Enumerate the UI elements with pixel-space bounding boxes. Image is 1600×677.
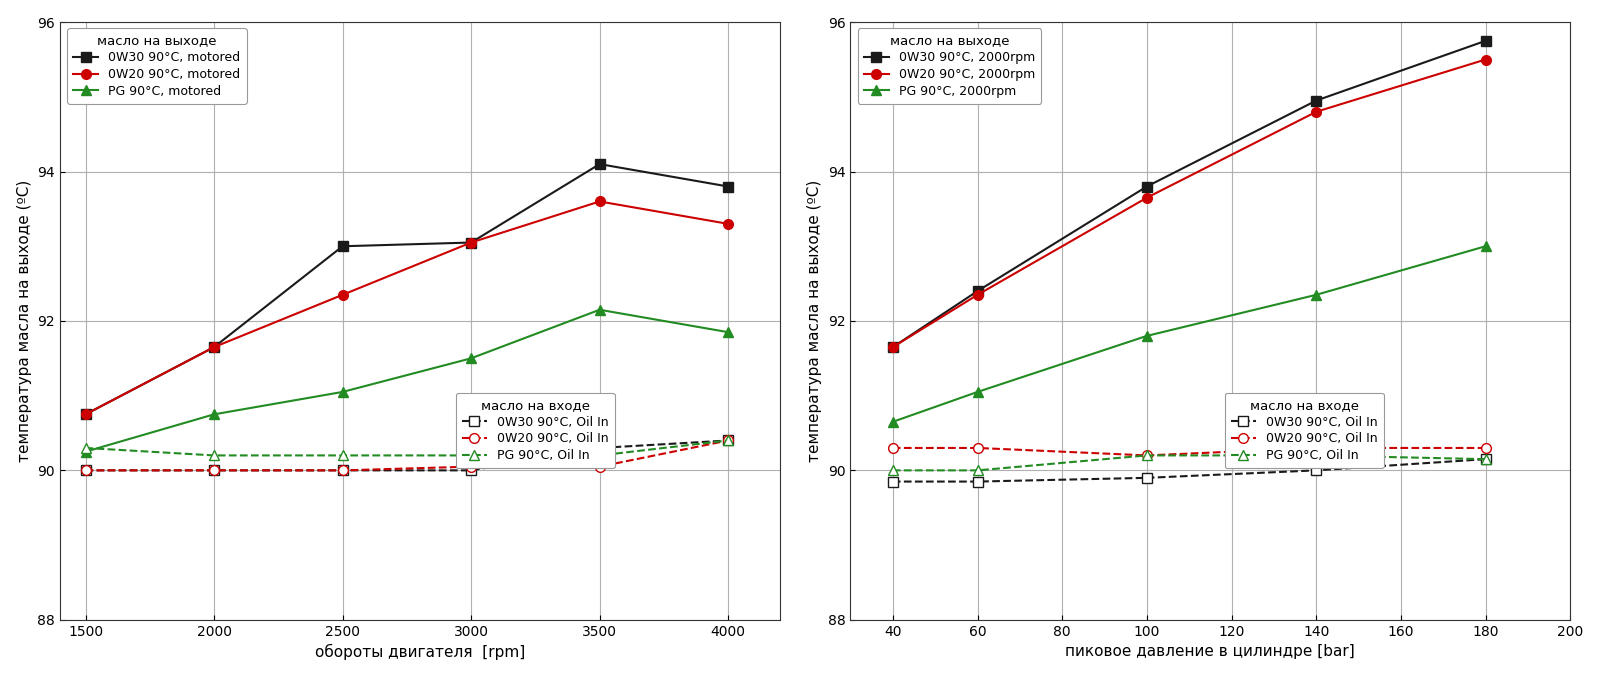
0W30 90°C, Oil In xyxy=(461,466,480,475)
0W30 90°C, Oil In xyxy=(1307,466,1326,475)
0W20 90°C, motored xyxy=(75,410,94,418)
Line: 0W30 90°C, 2000rpm: 0W30 90°C, 2000rpm xyxy=(888,36,1490,352)
Line: PG 90°C, Oil In: PG 90°C, Oil In xyxy=(888,451,1490,475)
0W30 90°C, 2000rpm xyxy=(1307,97,1326,105)
Y-axis label: температура масла на выходе (ºC): температура масла на выходе (ºC) xyxy=(16,180,32,462)
PG 90°C, 2000rpm xyxy=(883,418,902,426)
Legend: 0W30 90°C, Oil In, 0W20 90°C, Oil In, PG 90°C, Oil In: 0W30 90°C, Oil In, 0W20 90°C, Oil In, PG… xyxy=(456,393,614,468)
0W30 90°C, Oil In xyxy=(1475,455,1494,463)
Y-axis label: температура масла на выходе (ºC): температура масла на выходе (ºC) xyxy=(808,180,822,462)
PG 90°C, motored xyxy=(590,306,610,314)
PG 90°C, motored xyxy=(205,410,224,418)
0W30 90°C, motored xyxy=(590,160,610,168)
0W30 90°C, motored xyxy=(75,410,94,418)
0W20 90°C, motored xyxy=(333,290,352,299)
Line: 0W30 90°C, motored: 0W30 90°C, motored xyxy=(80,159,733,419)
PG 90°C, Oil In xyxy=(968,466,987,475)
0W20 90°C, 2000rpm xyxy=(1475,56,1494,64)
PG 90°C, Oil In xyxy=(590,452,610,460)
Line: PG 90°C, motored: PG 90°C, motored xyxy=(80,305,733,456)
0W20 90°C, Oil In xyxy=(968,444,987,452)
0W20 90°C, 2000rpm xyxy=(1138,194,1157,202)
0W30 90°C, Oil In xyxy=(590,444,610,452)
PG 90°C, 2000rpm xyxy=(1475,242,1494,250)
0W30 90°C, motored xyxy=(333,242,352,250)
PG 90°C, motored xyxy=(718,328,738,336)
PG 90°C, motored xyxy=(75,447,94,456)
PG 90°C, Oil In xyxy=(883,466,902,475)
0W20 90°C, 2000rpm xyxy=(883,343,902,351)
0W30 90°C, Oil In xyxy=(883,477,902,485)
0W20 90°C, Oil In xyxy=(205,466,224,475)
0W30 90°C, motored xyxy=(205,343,224,351)
0W30 90°C, 2000rpm xyxy=(968,287,987,295)
0W20 90°C, motored xyxy=(461,238,480,246)
PG 90°C, 2000rpm xyxy=(968,388,987,396)
Line: 0W20 90°C, 2000rpm: 0W20 90°C, 2000rpm xyxy=(888,55,1490,352)
0W20 90°C, motored xyxy=(718,220,738,228)
PG 90°C, Oil In xyxy=(1138,452,1157,460)
PG 90°C, Oil In xyxy=(333,452,352,460)
0W30 90°C, 2000rpm xyxy=(1138,182,1157,190)
0W30 90°C, Oil In xyxy=(968,477,987,485)
PG 90°C, motored xyxy=(461,354,480,362)
0W20 90°C, Oil In xyxy=(1475,444,1494,452)
0W30 90°C, Oil In xyxy=(333,466,352,475)
Line: PG 90°C, Oil In: PG 90°C, Oil In xyxy=(80,435,733,460)
0W20 90°C, Oil In xyxy=(1307,444,1326,452)
0W30 90°C, 2000rpm xyxy=(883,343,902,351)
0W20 90°C, motored xyxy=(205,343,224,351)
0W30 90°C, Oil In xyxy=(205,466,224,475)
0W20 90°C, motored xyxy=(590,198,610,206)
Line: PG 90°C, 2000rpm: PG 90°C, 2000rpm xyxy=(888,242,1490,427)
0W20 90°C, Oil In xyxy=(333,466,352,475)
PG 90°C, Oil In xyxy=(461,452,480,460)
PG 90°C, Oil In xyxy=(718,437,738,445)
PG 90°C, Oil In xyxy=(1475,455,1494,463)
Line: 0W30 90°C, Oil In: 0W30 90°C, Oil In xyxy=(888,454,1490,487)
0W20 90°C, Oil In xyxy=(1138,452,1157,460)
0W20 90°C, Oil In xyxy=(718,437,738,445)
0W30 90°C, 2000rpm xyxy=(1475,37,1494,45)
0W30 90°C, Oil In xyxy=(718,437,738,445)
0W20 90°C, Oil In xyxy=(590,462,610,471)
0W20 90°C, 2000rpm xyxy=(968,290,987,299)
Legend: 0W30 90°C, Oil In, 0W20 90°C, Oil In, PG 90°C, Oil In: 0W30 90°C, Oil In, 0W20 90°C, Oil In, PG… xyxy=(1224,393,1384,468)
0W30 90°C, Oil In xyxy=(75,466,94,475)
0W20 90°C, Oil In xyxy=(461,462,480,471)
Line: 0W30 90°C, Oil In: 0W30 90°C, Oil In xyxy=(80,435,733,475)
0W30 90°C, Oil In xyxy=(1138,474,1157,482)
PG 90°C, Oil In xyxy=(75,444,94,452)
PG 90°C, Oil In xyxy=(1307,452,1326,460)
0W20 90°C, Oil In xyxy=(75,466,94,475)
Line: 0W20 90°C, Oil In: 0W20 90°C, Oil In xyxy=(80,435,733,475)
Line: 0W20 90°C, Oil In: 0W20 90°C, Oil In xyxy=(888,443,1490,460)
Line: 0W20 90°C, motored: 0W20 90°C, motored xyxy=(80,196,733,419)
PG 90°C, 2000rpm xyxy=(1138,332,1157,340)
0W30 90°C, motored xyxy=(718,182,738,190)
PG 90°C, motored xyxy=(333,388,352,396)
PG 90°C, 2000rpm xyxy=(1307,290,1326,299)
X-axis label: обороты двигателя  [rpm]: обороты двигателя [rpm] xyxy=(315,645,525,660)
0W20 90°C, 2000rpm xyxy=(1307,108,1326,116)
X-axis label: пиковое давление в цилиндре [bar]: пиковое давление в цилиндре [bar] xyxy=(1066,645,1355,659)
0W30 90°C, motored xyxy=(461,238,480,246)
0W20 90°C, Oil In xyxy=(883,444,902,452)
PG 90°C, Oil In xyxy=(205,452,224,460)
